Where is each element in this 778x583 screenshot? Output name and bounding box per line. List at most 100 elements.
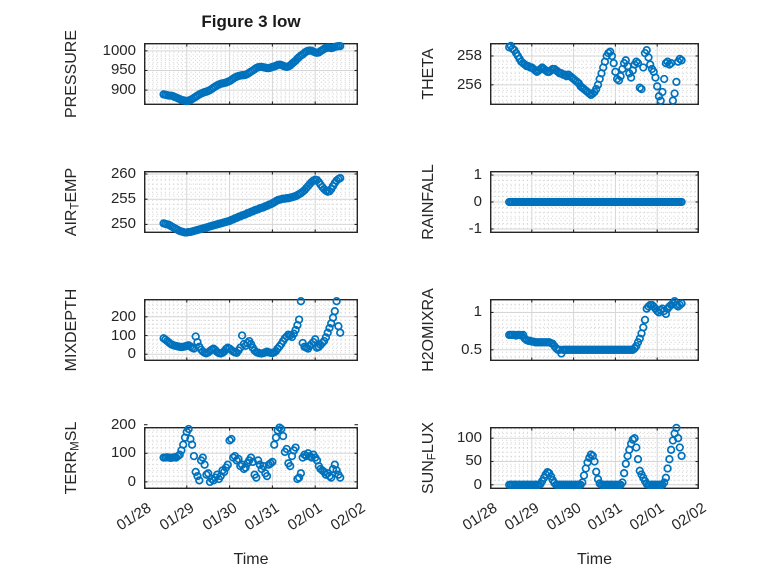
data-point-marker <box>536 64 545 74</box>
data-point-marker <box>294 315 304 324</box>
ytick-theta-256: 256 <box>456 75 482 93</box>
data-point-marker <box>633 455 643 464</box>
ytick-sun_flux-0: 0 <box>473 475 482 493</box>
data-point-marker <box>611 67 620 76</box>
data-point-marker <box>248 457 257 467</box>
data-point-marker <box>626 439 636 448</box>
tick-marks <box>144 171 358 233</box>
data-point-marker <box>227 434 236 444</box>
data-point-marker <box>651 73 660 82</box>
data-point-marker <box>639 63 648 72</box>
tick-marks <box>144 424 358 489</box>
data-point-marker <box>609 59 618 68</box>
ytick-air_temp-255: 255 <box>110 190 136 208</box>
data-point-marker <box>560 70 570 79</box>
data-points-rainfall <box>505 197 686 207</box>
data-point-marker <box>246 453 256 462</box>
data-point-marker <box>639 323 648 332</box>
data-point-marker <box>336 173 345 183</box>
plot-theta <box>489 41 700 105</box>
data-point-marker <box>672 423 681 433</box>
data-point-marker <box>271 433 281 442</box>
data-point-marker <box>193 471 202 481</box>
data-point-marker <box>607 51 617 61</box>
data-point-marker <box>291 443 300 452</box>
data-point-marker <box>187 440 197 449</box>
data-point-marker <box>661 473 671 482</box>
data-point-marker <box>562 72 571 81</box>
data-point-marker <box>252 473 261 482</box>
plot-mixdepth <box>143 297 359 361</box>
data-point-marker <box>640 315 650 325</box>
ytick-theta-258: 258 <box>456 46 482 64</box>
axes-box <box>143 298 359 361</box>
data-point-marker <box>590 457 599 466</box>
data-point-marker <box>633 59 643 68</box>
data-point-marker <box>296 469 306 478</box>
data-points-mixdepth <box>159 297 345 358</box>
data-points-terr_msl <box>159 423 345 487</box>
data-point-marker <box>630 434 639 443</box>
data-point-marker <box>332 466 341 475</box>
data-point-marker <box>223 460 232 469</box>
ytick-terr_msl-200: 200 <box>110 415 136 433</box>
ytick-pressure-1000: 1000 <box>102 41 136 59</box>
minor-grid <box>490 171 699 233</box>
data-point-marker <box>632 57 641 66</box>
plot-rainfall <box>489 170 700 233</box>
plot-sun_flux <box>489 423 700 489</box>
data-point-marker <box>665 455 674 464</box>
data-point-marker <box>330 307 339 316</box>
data-point-marker <box>321 333 331 342</box>
x-axis-label-right: Time <box>577 551 612 568</box>
data-point-marker <box>665 60 674 69</box>
ytick-sun_flux-100: 100 <box>456 429 482 447</box>
data-point-marker <box>668 96 678 105</box>
data-point-marker <box>184 424 193 434</box>
tick-marks <box>144 299 358 361</box>
data-point-marker <box>336 41 345 51</box>
data-point-marker <box>294 473 304 482</box>
axes-box <box>143 42 359 105</box>
ytick-pressure-950: 950 <box>110 61 136 79</box>
data-point-marker <box>277 424 286 434</box>
ytick-rainfall-1: 1 <box>473 166 482 184</box>
data-point-marker <box>672 300 681 310</box>
data-point-marker <box>334 322 343 331</box>
data-point-marker <box>200 460 209 469</box>
axes-box <box>143 170 359 233</box>
data-point-marker <box>262 471 272 481</box>
data-point-marker <box>234 454 243 464</box>
data-point-marker <box>606 47 615 56</box>
data-point-marker <box>637 84 646 94</box>
data-point-marker <box>632 443 641 452</box>
data-point-marker <box>311 335 320 344</box>
ytick-air_temp-250: 250 <box>110 215 136 233</box>
data-point-marker <box>672 77 681 87</box>
axes-box <box>489 298 700 361</box>
data-point-marker <box>293 474 302 484</box>
data-point-marker <box>656 96 665 105</box>
data-point-marker <box>336 473 345 482</box>
data-point-marker <box>291 325 300 335</box>
data-point-marker <box>278 431 288 441</box>
data-point-marker <box>619 469 629 478</box>
data-point-marker <box>658 87 667 97</box>
figure-title: Figure 3 low <box>201 12 301 31</box>
data-point-marker <box>270 440 279 449</box>
data-point-marker <box>675 443 684 452</box>
plot-h2omixra <box>489 297 700 361</box>
axes-box <box>489 42 700 105</box>
plot-pressure <box>143 41 359 106</box>
ytick-pressure-900: 900 <box>110 81 136 99</box>
data-point-marker <box>193 337 202 347</box>
data-point-marker <box>268 457 277 467</box>
data-point-marker <box>663 464 672 473</box>
data-point-marker <box>286 461 295 471</box>
x-axis-label-left: Time <box>233 551 269 568</box>
data-points-sun_flux <box>505 423 686 489</box>
data-point-marker <box>621 459 630 468</box>
data-point-marker <box>677 56 686 65</box>
data-point-marker <box>325 323 334 333</box>
data-point-marker <box>673 434 683 443</box>
